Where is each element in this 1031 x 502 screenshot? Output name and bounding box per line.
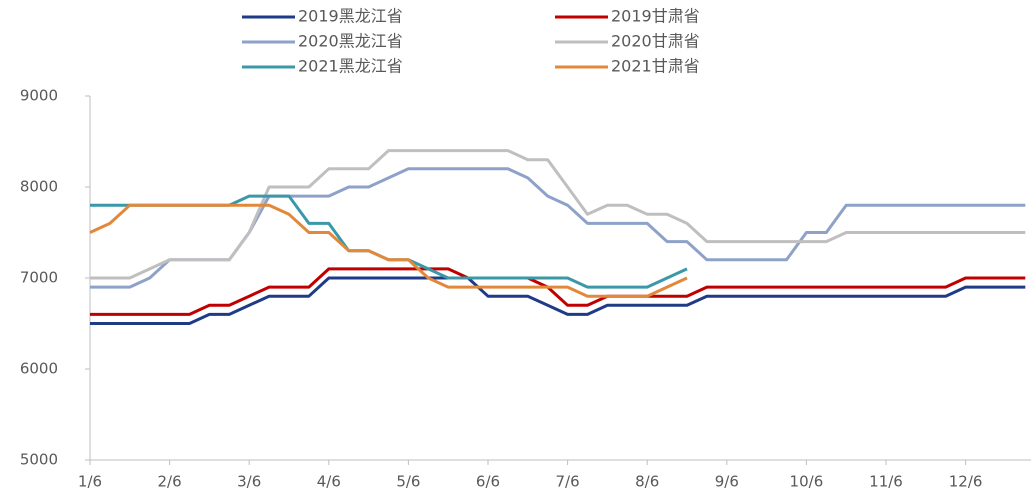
- series-line: [90, 167, 1026, 289]
- series-line: [90, 267, 1026, 316]
- legend-label: 2021甘肃省: [611, 57, 700, 76]
- x-tick-label: 6/6: [476, 473, 500, 491]
- x-tick-label: 7/6: [556, 473, 580, 491]
- legend-label: 2020黑龙江省: [298, 32, 403, 51]
- x-tick-label: 11/6: [869, 473, 903, 491]
- x-tick-label: 8/6: [635, 473, 659, 491]
- legend-label: 2019黑龙江省: [298, 7, 403, 26]
- x-tick-label: 9/6: [715, 473, 739, 491]
- series-line: [90, 276, 1026, 325]
- x-tick-label: 2/6: [158, 473, 182, 491]
- x-tick-label: 4/6: [317, 473, 341, 491]
- y-tick-label: 9000: [20, 87, 58, 105]
- legend-label: 2019甘肃省: [611, 7, 700, 26]
- x-tick-label: 5/6: [396, 473, 420, 491]
- y-tick-label: 6000: [20, 360, 58, 378]
- x-tick-label: 12/6: [949, 473, 983, 491]
- x-tick-label: 1/6: [78, 473, 102, 491]
- y-tick-label: 8000: [20, 178, 58, 196]
- series-line: [89, 203, 688, 298]
- x-tick-label: 10/6: [790, 473, 824, 491]
- y-tick-label: 7000: [20, 269, 58, 287]
- x-tick-label: 3/6: [237, 473, 261, 491]
- series-line: [90, 149, 1026, 280]
- legend-label: 2020甘肃省: [611, 32, 700, 51]
- legend-label: 2021黑龙江省: [298, 57, 403, 76]
- y-tick-label: 5000: [20, 451, 58, 469]
